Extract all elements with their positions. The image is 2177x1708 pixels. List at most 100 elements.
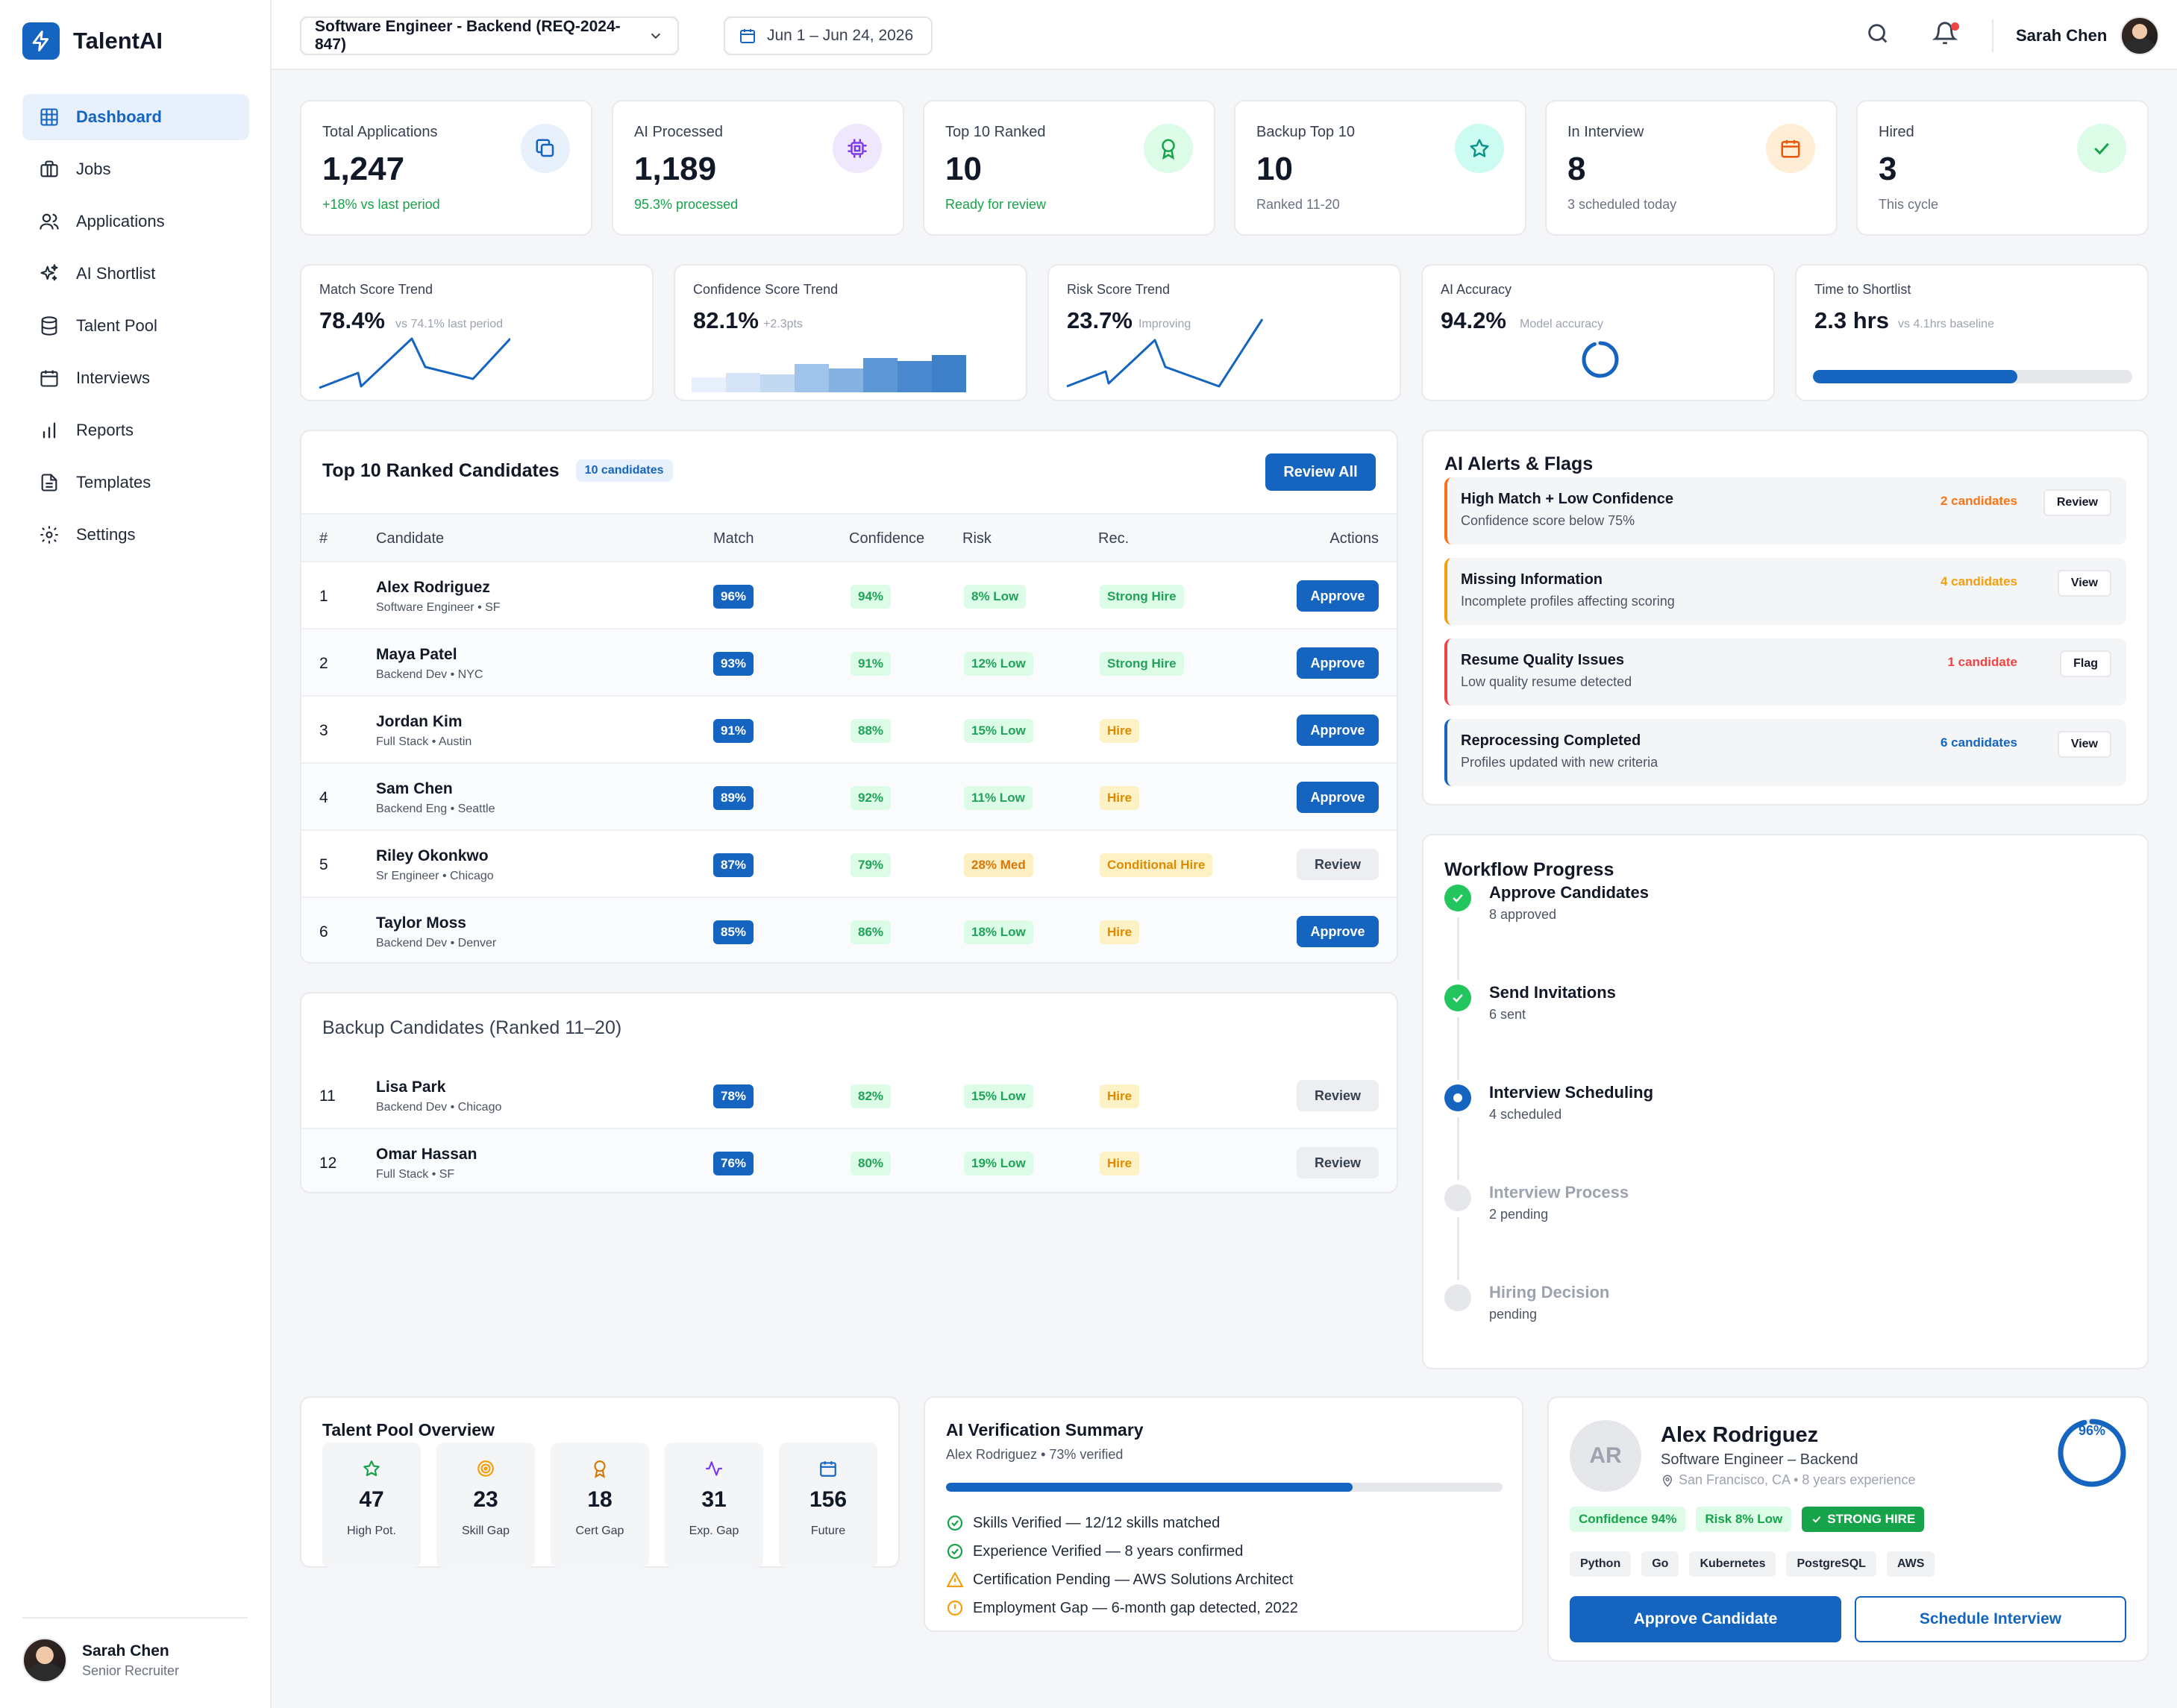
column-header[interactable]: Risk bbox=[962, 530, 992, 547]
table-row[interactable]: 3 Jordan Kim Full Stack • Austin 91% 88% 15% … bbox=[301, 697, 1397, 764]
date-range-picker[interactable]: Jun 1 – Jun 24, 2026 bbox=[724, 16, 933, 55]
rank-number: 6 bbox=[319, 923, 328, 941]
logo[interactable]: TalentAI bbox=[22, 22, 163, 60]
approve-button[interactable]: Approve bbox=[1297, 647, 1379, 679]
column-header[interactable]: Candidate bbox=[376, 530, 445, 547]
sidebar-item-ai-shortlist[interactable]: AI Shortlist bbox=[22, 251, 249, 297]
table-row[interactable]: 2 Maya Patel Backend Dev • NYC 93% 91% 12% Lo… bbox=[301, 629, 1397, 697]
alert-count: 6 candidates bbox=[1940, 735, 2017, 750]
candidate-name[interactable]: Maya Patel bbox=[376, 646, 457, 663]
talent-pool-stat[interactable]: 47 High Pot. bbox=[322, 1442, 421, 1568]
stat-card-top-10[interactable]: Top 10 Ranked 10 Ready for review bbox=[923, 100, 1215, 236]
alert-title: Resume Quality Issues bbox=[1461, 652, 1624, 668]
table-header: # Candidate Match Confidence Risk Rec. A… bbox=[301, 513, 1397, 562]
alert-count: 2 candidates bbox=[1940, 494, 2017, 508]
candidate-name[interactable]: Riley Okonkwo bbox=[376, 847, 489, 864]
alert-action-button[interactable]: View bbox=[2057, 570, 2111, 597]
sidebar-item-reports[interactable]: Reports bbox=[22, 407, 249, 453]
alert-item[interactable]: High Match + Low Confidence Confidence sc… bbox=[1444, 477, 2126, 544]
match-score: 76% bbox=[713, 1152, 754, 1175]
risk-score: 12% Low bbox=[964, 652, 1033, 676]
approve-candidate-button[interactable]: Approve Candidate bbox=[1570, 1596, 1841, 1642]
trend-sub: Model accuracy bbox=[1520, 318, 1604, 330]
table-row[interactable]: 1 Alex Rodriguez Software Engineer • SF 96%… bbox=[301, 562, 1397, 629]
trend-card-ai-accuracy[interactable]: AI Accuracy 94.2% Model accuracy bbox=[1421, 264, 1775, 401]
candidate-role: Software Engineer • SF bbox=[376, 601, 501, 614]
trend-card-time-to-shortlist[interactable]: Time to Shortlist 2.3 hrs vs 4.1hrs base… bbox=[1795, 264, 2149, 401]
table-row[interactable]: 11 Lisa Park Backend Dev • Chicago 78% 82% 15… bbox=[301, 1062, 1397, 1129]
sidebar-item-interviews[interactable]: Interviews bbox=[22, 355, 249, 401]
stat-card-ai-processed[interactable]: AI Processed 1,189 95.3% processed bbox=[612, 100, 904, 236]
candidate-name[interactable]: Omar Hassan bbox=[376, 1146, 477, 1163]
review-button[interactable]: Review bbox=[1297, 1080, 1379, 1111]
table-row[interactable]: 4 Sam Chen Backend Eng • Seattle 89% 92% 11% … bbox=[301, 764, 1397, 831]
notifications-button[interactable] bbox=[1932, 21, 1959, 50]
trend-sub: +2.3pts bbox=[763, 318, 803, 330]
candidate-name: Alex Rodriguez bbox=[1661, 1423, 1819, 1447]
talent-pool-stat[interactable]: 18 Cert Gap bbox=[551, 1442, 649, 1568]
trend-card-match-score[interactable]: Match Score Trend 78.4% vs 74.1% last pe… bbox=[300, 264, 654, 401]
trend-label: AI Accuracy bbox=[1441, 282, 1512, 297]
alert-item[interactable]: Missing Information Incomplete profiles a… bbox=[1444, 558, 2126, 625]
candidate-name[interactable]: Alex Rodriguez bbox=[376, 579, 490, 596]
verification-item: Employment Gap — 6-month gap detected, 2… bbox=[946, 1599, 1298, 1617]
approve-button[interactable]: Approve bbox=[1297, 916, 1379, 947]
trend-card-risk-score[interactable]: Risk Score Trend 23.7% Improving bbox=[1047, 264, 1401, 401]
search-button[interactable] bbox=[1865, 21, 1891, 50]
table-row[interactable]: 5 Riley Okonkwo Sr Engineer • Chicago 87% 79… bbox=[301, 831, 1397, 898]
sidebar-user[interactable]: Sarah Chen Senior Recruiter bbox=[22, 1638, 179, 1683]
table-row[interactable]: 6 Taylor Moss Backend Dev • Denver 85% 86% 18… bbox=[301, 898, 1397, 962]
stat-card-hired[interactable]: Hired 3 This cycle bbox=[1856, 100, 2149, 236]
candidate-title: Software Engineer – Backend bbox=[1661, 1451, 1858, 1468]
alert-description: Profiles updated with new criteria bbox=[1461, 755, 1658, 770]
trend-label: Risk Score Trend bbox=[1067, 282, 1171, 297]
approve-button[interactable]: Approve bbox=[1297, 715, 1379, 746]
gear-icon bbox=[40, 526, 58, 544]
table-row[interactable]: 12 Omar Hassan Full Stack • SF 76% 80% 19% Lo… bbox=[301, 1129, 1397, 1192]
recommendation-badge: Hire bbox=[1100, 786, 1140, 810]
stat-card-backup-top-10[interactable]: Backup Top 10 10 Ranked 11-20 bbox=[1234, 100, 1526, 236]
approve-button[interactable]: Approve bbox=[1297, 580, 1379, 612]
alert-item[interactable]: Reprocessing Completed Profiles updated w… bbox=[1444, 719, 2126, 786]
candidate-name[interactable]: Sam Chen bbox=[376, 780, 453, 797]
target-icon bbox=[476, 1459, 495, 1482]
review-all-button[interactable]: Review All bbox=[1265, 453, 1376, 491]
review-button[interactable]: Review bbox=[1297, 1147, 1379, 1178]
sidebar-item-applications[interactable]: Applications bbox=[22, 198, 249, 245]
verification-text: Experience Verified — 8 years confirmed bbox=[973, 1542, 1244, 1560]
sidebar-item-jobs[interactable]: Jobs bbox=[22, 146, 249, 192]
talent-pool-stat[interactable]: 31 Exp. Gap bbox=[665, 1442, 763, 1568]
candidate-name[interactable]: Lisa Park bbox=[376, 1079, 446, 1096]
candidate-location: San Francisco, CA • 8 years experience bbox=[1661, 1472, 1915, 1488]
talent-pool-stat[interactable]: 156 Future bbox=[779, 1442, 877, 1568]
stat-card-total-applications[interactable]: Total Applications 1,247 +18% vs last pe… bbox=[300, 100, 592, 236]
alert-item[interactable]: Resume Quality Issues Low quality resume … bbox=[1444, 638, 2126, 706]
calendar-icon bbox=[1766, 124, 1815, 173]
trend-sub: Improving bbox=[1138, 318, 1191, 330]
candidate-name[interactable]: Jordan Kim bbox=[376, 713, 463, 730]
sidebar-item-settings[interactable]: Settings bbox=[22, 512, 249, 558]
verification-item: Certification Pending — AWS Solutions Ar… bbox=[946, 1571, 1293, 1589]
approve-button[interactable]: Approve bbox=[1297, 782, 1379, 813]
notification-dot bbox=[1951, 22, 1959, 31]
sidebar-item-talent-pool[interactable]: Talent Pool bbox=[22, 303, 249, 349]
job-select[interactable]: Software Engineer - Backend (REQ-2024-84… bbox=[300, 16, 679, 55]
candidate-name[interactable]: Taylor Moss bbox=[376, 914, 466, 932]
current-step-icon bbox=[1444, 1084, 1471, 1111]
user-menu[interactable]: Sarah Chen bbox=[2016, 16, 2160, 55]
alert-action-button[interactable]: Flag bbox=[2060, 650, 2111, 677]
column-header[interactable]: Confidence bbox=[849, 530, 925, 547]
schedule-interview-button[interactable]: Schedule Interview bbox=[1855, 1596, 2126, 1642]
sidebar-item-dashboard[interactable]: Dashboard bbox=[22, 94, 249, 140]
column-header[interactable]: Rec. bbox=[1098, 530, 1130, 547]
alert-action-button[interactable]: Review bbox=[2043, 489, 2111, 516]
match-score: 93% bbox=[713, 652, 754, 676]
talent-pool-stat[interactable]: 23 Skill Gap bbox=[436, 1442, 535, 1568]
review-button[interactable]: Review bbox=[1297, 849, 1379, 880]
stat-label: Skill Gap bbox=[461, 1525, 510, 1537]
stat-card-in-interview[interactable]: In Interview 8 3 scheduled today bbox=[1545, 100, 1838, 236]
sidebar-item-templates[interactable]: Templates bbox=[22, 459, 249, 506]
alert-action-button[interactable]: View bbox=[2057, 731, 2111, 758]
trend-card-confidence[interactable]: Confidence Score Trend 82.1% +2.3pts bbox=[674, 264, 1027, 401]
column-header[interactable]: Match bbox=[713, 530, 754, 547]
